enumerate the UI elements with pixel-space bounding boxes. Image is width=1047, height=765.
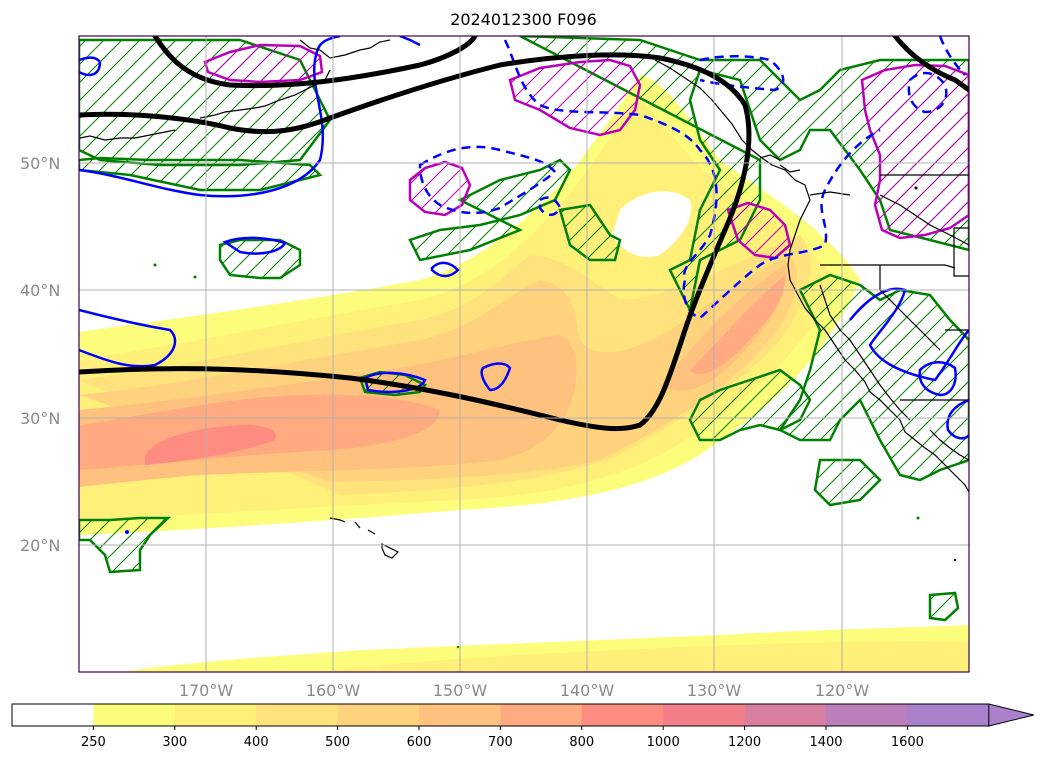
colorbar-tick-label: 600 bbox=[407, 735, 432, 750]
lat-label: 50°N bbox=[20, 154, 60, 173]
map-title: 2024012300 F096 bbox=[450, 10, 597, 29]
colorbar-tick-label: 250 bbox=[81, 735, 106, 750]
colorbar: 250 300 400 500 600 700 800 1000 1200 1400 1600 bbox=[11, 703, 1034, 750]
coastlines bbox=[79, 39, 969, 559]
lon-label: 140°W bbox=[560, 681, 615, 700]
islands bbox=[153, 186, 957, 649]
colorbar-segment bbox=[826, 704, 908, 726]
colorbar-tick-label: 400 bbox=[244, 735, 269, 750]
colorbar-tick-label: 1000 bbox=[647, 735, 680, 750]
lon-label: 160°W bbox=[306, 681, 361, 700]
lon-label: 130°W bbox=[687, 681, 742, 700]
colorbar-tick-label: 1200 bbox=[728, 735, 761, 750]
colorbar-segment bbox=[663, 704, 746, 726]
colorbar-segment bbox=[174, 704, 257, 726]
colorbar-segment bbox=[93, 704, 176, 726]
lat-label: 30°N bbox=[20, 409, 60, 428]
colorbar-tick-label: 300 bbox=[162, 735, 187, 750]
magenta-hatched-regions bbox=[203, 43, 969, 260]
lon-labels: 170°W 160°W 150°W 140°W 130°W 120°W bbox=[179, 681, 870, 700]
blue-dashed-contours bbox=[418, 36, 966, 320]
colorbar-segment bbox=[337, 704, 420, 726]
map-area bbox=[79, 36, 969, 672]
blue-solid-contours bbox=[79, 36, 969, 440]
lat-labels: 50°N 40°N 30°N 20°N bbox=[20, 154, 60, 555]
lat-label: 20°N bbox=[20, 536, 60, 555]
colorbar-segment bbox=[907, 704, 990, 726]
lat-label: 40°N bbox=[20, 281, 60, 300]
colorbar-extend-arrow bbox=[988, 703, 1034, 727]
colorbar-tick-label: 1600 bbox=[891, 735, 924, 750]
lon-label: 150°W bbox=[433, 681, 488, 700]
colorbar-tick-label: 800 bbox=[569, 735, 594, 750]
colorbar-segment bbox=[256, 704, 339, 726]
colorbar-segment bbox=[744, 704, 827, 726]
lon-label: 170°W bbox=[179, 681, 234, 700]
graticule bbox=[79, 36, 969, 672]
lon-label: 120°W bbox=[815, 681, 870, 700]
colorbar-tick-label: 1400 bbox=[809, 735, 842, 750]
colorbar-segment bbox=[12, 704, 94, 726]
colorbar-segment bbox=[500, 704, 583, 726]
colorbar-segment bbox=[581, 704, 664, 726]
blue-small-marks bbox=[125, 530, 129, 534]
colorbar-tick-label: 500 bbox=[325, 735, 350, 750]
jet-contours bbox=[79, 36, 969, 432]
map-border bbox=[78, 35, 970, 673]
colorbar-tick-label: 700 bbox=[488, 735, 513, 750]
colorbar-segment bbox=[419, 704, 501, 726]
